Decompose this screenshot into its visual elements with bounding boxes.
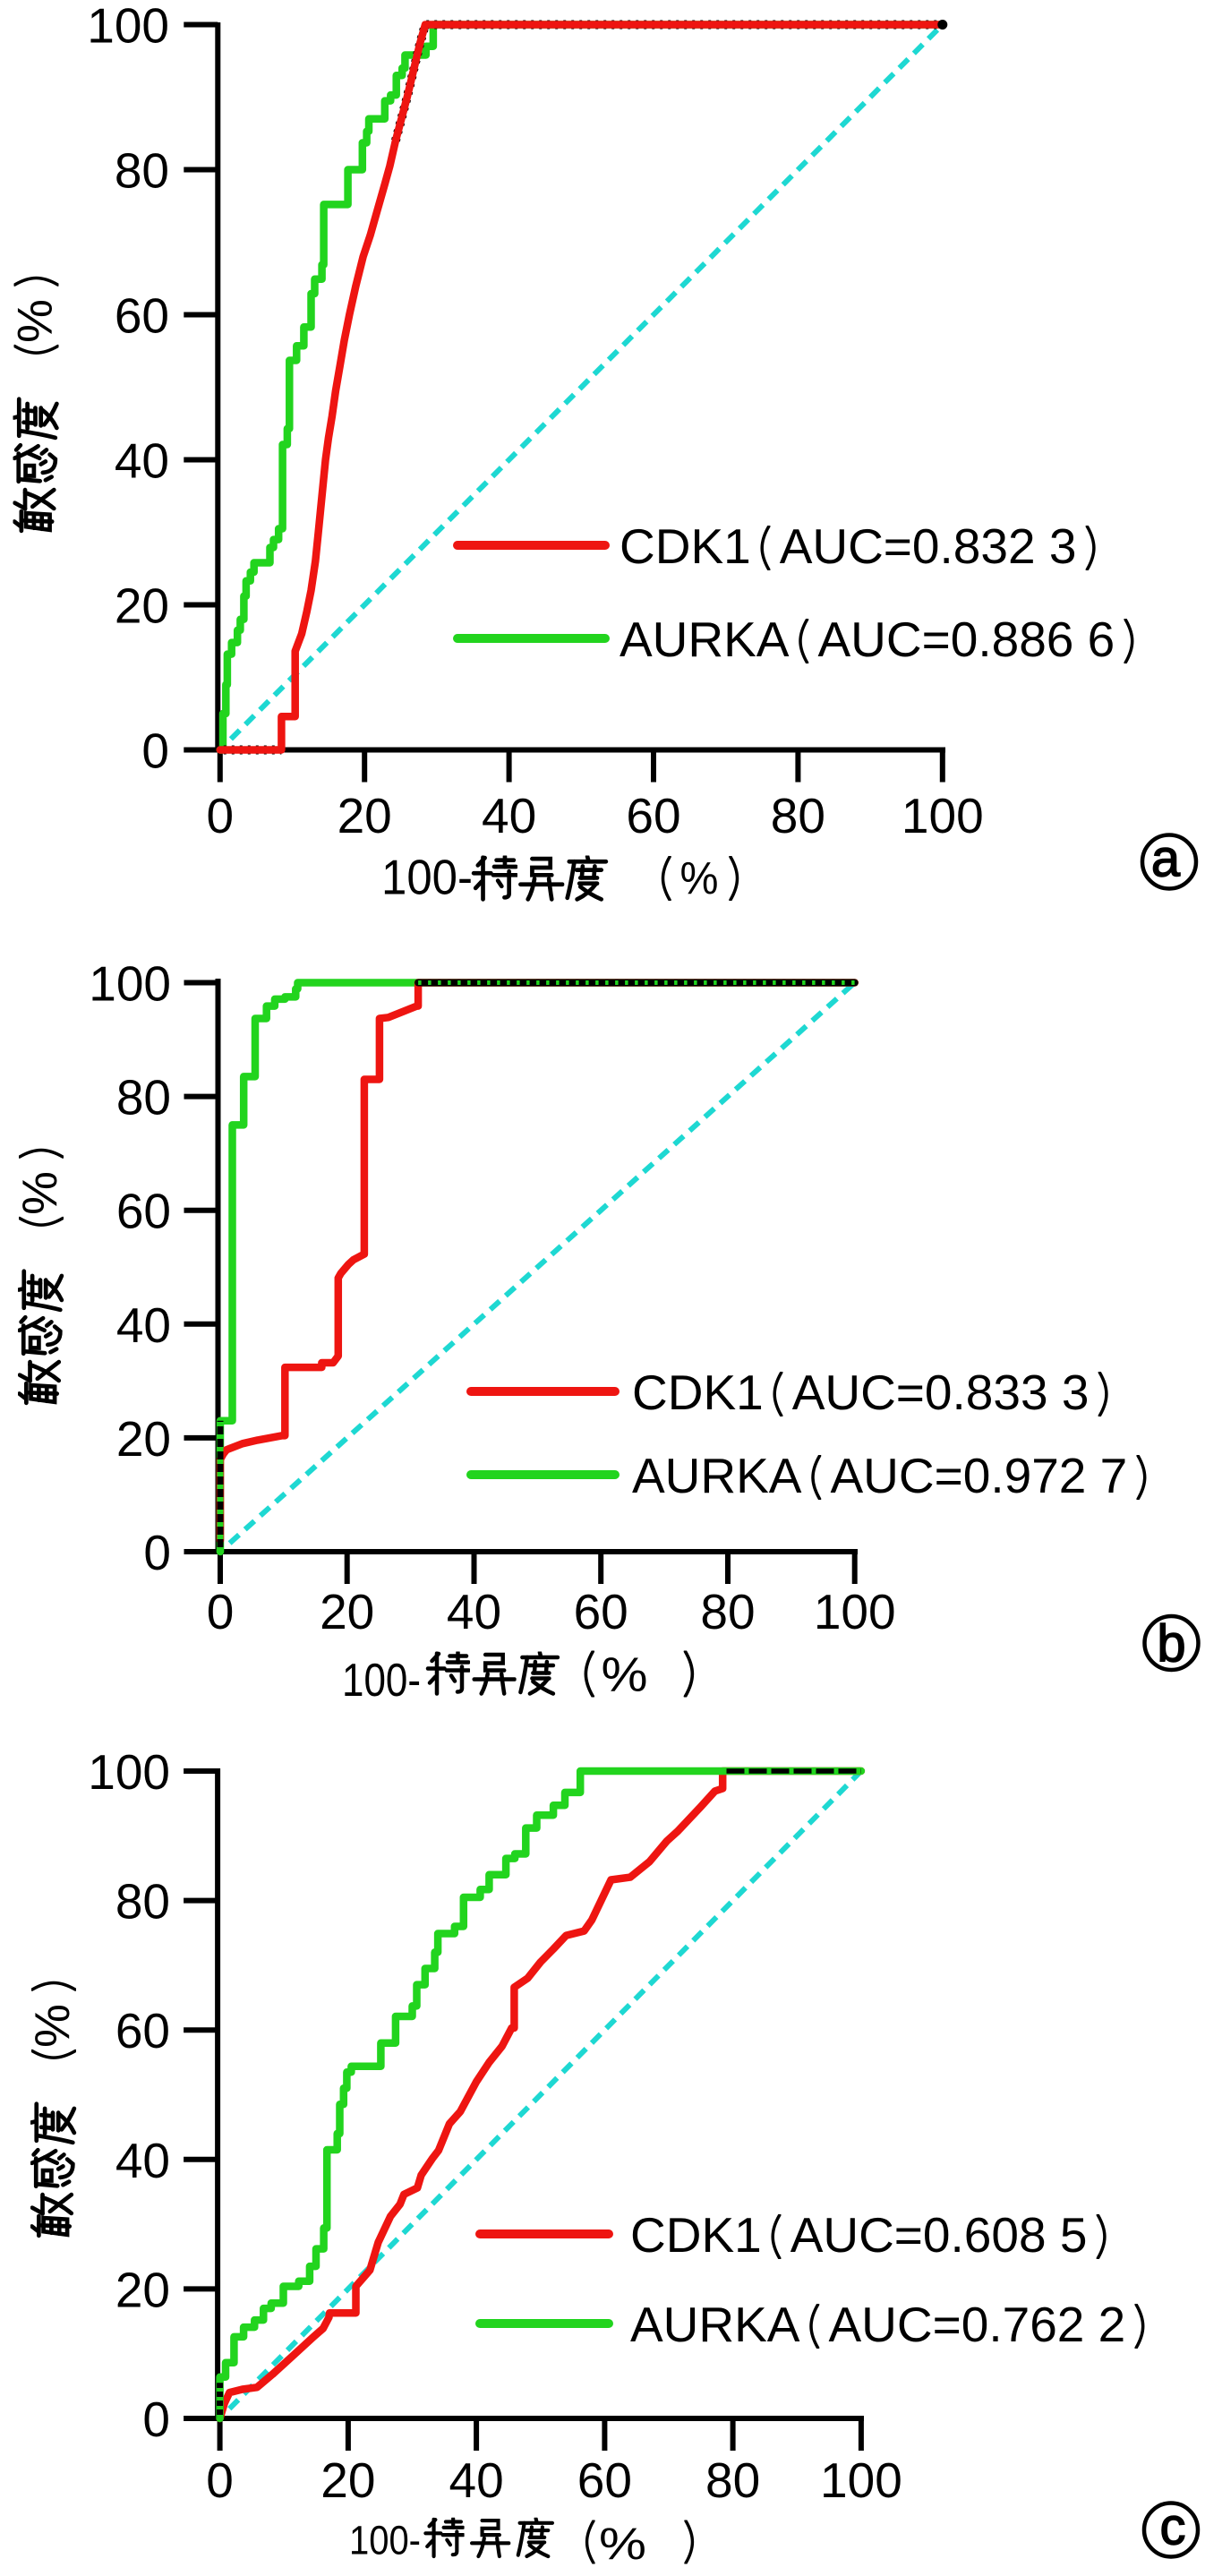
svg-text:a: a: [1151, 830, 1181, 888]
svg-text:%: %: [24, 2004, 80, 2048]
svg-text:AUC=0.886 6: AUC=0.886 6: [818, 612, 1115, 667]
svg-text:0: 0: [143, 1525, 171, 1580]
svg-text:60: 60: [574, 1584, 628, 1639]
svg-text:AUC=0.832 3: AUC=0.832 3: [780, 518, 1077, 574]
svg-text:60: 60: [116, 1184, 171, 1239]
svg-text:0: 0: [141, 723, 169, 779]
svg-text:%: %: [680, 852, 719, 903]
svg-text:CDK1: CDK1: [620, 518, 751, 574]
svg-text:60: 60: [626, 788, 680, 843]
svg-text:40: 40: [116, 1297, 171, 1353]
svg-text:0: 0: [142, 2392, 170, 2447]
svg-text:AURKA: AURKA: [620, 612, 790, 667]
svg-text:40: 40: [115, 2133, 170, 2188]
svg-text:0: 0: [206, 2452, 234, 2508]
svg-text:CDK1: CDK1: [632, 1365, 764, 1420]
svg-text:AUC=0.608 5: AUC=0.608 5: [791, 2207, 1088, 2263]
svg-text:AUC=0.972 7: AUC=0.972 7: [831, 1448, 1128, 1503]
svg-text:100: 100: [902, 788, 984, 843]
svg-text:20: 20: [116, 1411, 171, 1467]
svg-text:20: 20: [320, 2452, 375, 2508]
svg-text:40: 40: [447, 1584, 501, 1639]
svg-text:100: 100: [820, 2452, 902, 2508]
svg-text:AURKA: AURKA: [632, 1448, 802, 1503]
svg-text:40: 40: [449, 2452, 504, 2508]
svg-text:c: c: [1160, 2498, 1186, 2556]
svg-text:100-: 100-: [381, 850, 473, 905]
svg-text:100-: 100-: [349, 2518, 421, 2563]
svg-text:60: 60: [115, 2003, 170, 2058]
svg-text:%: %: [7, 299, 63, 343]
svg-text:60: 60: [577, 2452, 632, 2508]
svg-text:20: 20: [320, 1584, 374, 1639]
svg-text:80: 80: [771, 788, 825, 843]
svg-text:100: 100: [89, 956, 171, 1012]
svg-text:0: 0: [207, 1584, 235, 1639]
svg-text:100: 100: [87, 0, 169, 54]
svg-text:AUC=0.833 3: AUC=0.833 3: [792, 1365, 1090, 1420]
svg-text:60: 60: [115, 288, 169, 344]
svg-text:100-: 100-: [342, 1655, 421, 1707]
svg-text:80: 80: [705, 2452, 760, 2508]
svg-text:%: %: [602, 1648, 648, 1702]
svg-text:80: 80: [116, 1070, 171, 1125]
svg-text:CDK1: CDK1: [630, 2207, 762, 2263]
svg-text:100: 100: [814, 1584, 896, 1639]
svg-text:AURKA: AURKA: [630, 2297, 800, 2352]
svg-text:%: %: [599, 2519, 646, 2569]
svg-text:%: %: [12, 1171, 67, 1215]
svg-text:40: 40: [482, 788, 536, 843]
svg-text:100: 100: [88, 1744, 170, 1800]
svg-text:20: 20: [115, 2262, 170, 2317]
svg-text:20: 20: [338, 788, 392, 843]
svg-text:20: 20: [115, 578, 169, 634]
svg-text:0: 0: [207, 788, 235, 843]
svg-text:80: 80: [115, 143, 169, 199]
svg-text:40: 40: [115, 433, 169, 489]
svg-text:b: b: [1157, 1615, 1185, 1673]
svg-text:80: 80: [700, 1584, 755, 1639]
svg-text:AUC=0.762 2: AUC=0.762 2: [829, 2297, 1126, 2352]
svg-text:80: 80: [115, 1874, 170, 1930]
